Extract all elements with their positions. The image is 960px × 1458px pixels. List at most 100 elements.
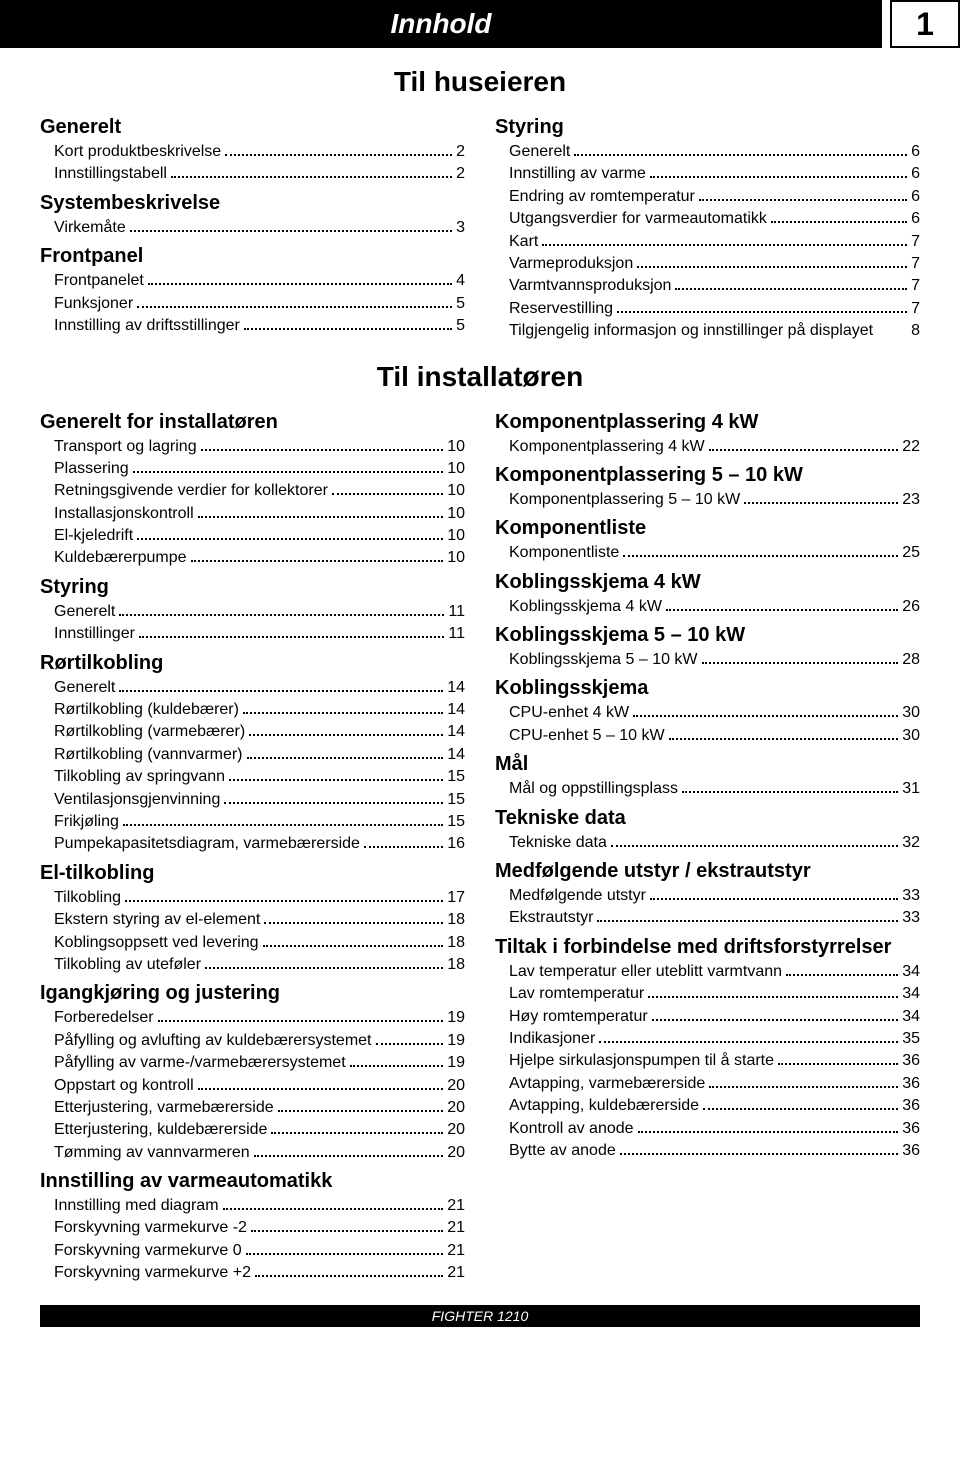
toc-entry-label: Avtapping, kuldebærerside (509, 1095, 699, 1117)
toc-entry: Pumpekapasitetsdiagram, varmebærerside 16 (54, 833, 465, 855)
toc-leader-dots (158, 1020, 444, 1022)
toc-leader-dots (786, 974, 898, 976)
toc-entry-page: 2 (456, 141, 465, 163)
toc-entry: Avtapping, varmebærerside36 (509, 1073, 920, 1095)
toc-entry-page: 36 (902, 1140, 920, 1162)
toc-entry-page: 21 (447, 1262, 465, 1284)
toc-leader-dots (350, 1065, 444, 1067)
toc-leader-dots (201, 449, 444, 451)
toc-entry-page: 31 (902, 778, 920, 800)
toc-entry-page: 14 (447, 744, 465, 766)
toc-entry-label: Generelt (509, 141, 570, 163)
toc-entry-page: 15 (447, 766, 465, 788)
toc-entry: Oppstart og kontroll20 (54, 1075, 465, 1097)
toc-content: Til huseierenGenereltKort produktbeskriv… (0, 66, 960, 1285)
toc-entry-label: Lav romtemperatur (509, 983, 644, 1005)
toc-entry-label: Komponentplassering 4 kW (509, 436, 705, 458)
toc-entry: El-kjeledrift10 (54, 525, 465, 547)
toc-leader-dots (599, 1041, 898, 1043)
toc-entry-label: Reservestilling (509, 298, 613, 320)
toc-entry-label: Kuldebærerpumpe (54, 547, 187, 569)
toc-leader-dots (638, 1131, 899, 1133)
toc-entry-page: 8 (907, 320, 920, 342)
toc-group-title: Koblingsskjema 4 kW (495, 571, 920, 594)
toc-entry: Varmtvannsproduksjon7 (509, 275, 920, 297)
toc-entry: Komponentplassering 4 kW 22 (509, 436, 920, 458)
toc-entry-label: Forskyvning varmekurve +2 (54, 1262, 251, 1284)
toc-entry-label: Tilgjengelig informasjon og innstillinge… (509, 320, 907, 342)
toc-entry-label: Tømming av vannvarmeren (54, 1142, 250, 1164)
toc-entry: Påfylling og avlufting av kuldebærersyst… (54, 1030, 465, 1052)
toc-entry-label: Oppstart og kontroll (54, 1075, 194, 1097)
toc-entry: Mål og oppstillingsplass31 (509, 778, 920, 800)
toc-entry-label: Varmeproduksjon (509, 253, 633, 275)
toc-entry-page: 17 (447, 887, 465, 909)
toc-entry-page: 11 (448, 623, 465, 645)
toc-entry-page: 33 (902, 907, 920, 929)
toc-entry-label: Plassering (54, 458, 129, 480)
toc-entry-label: CPU-enhet 5 – 10 kW (509, 725, 665, 747)
toc-group-title: Frontpanel (40, 245, 465, 268)
toc-entry-label: Ventilasjonsgjenvinning (54, 789, 220, 811)
toc-entry-page: 2 (456, 163, 465, 185)
toc-entry-page: 22 (902, 436, 920, 458)
toc-entry: Påfylling av varme-/varmebærersystemet19 (54, 1052, 465, 1074)
toc-entry: Installasjonskontroll10 (54, 503, 465, 525)
toc-entry: Reservestilling 7 (509, 298, 920, 320)
toc-leader-dots (675, 288, 907, 290)
toc-entry: Generelt14 (54, 677, 465, 699)
toc-entry-page: 25 (902, 542, 920, 564)
toc-entry: Plassering10 (54, 458, 465, 480)
toc-entry-label: Koblingsoppsett ved levering (54, 932, 259, 954)
toc-leader-dots (148, 283, 452, 285)
toc-leader-dots (709, 1086, 898, 1088)
toc-entry-page: 35 (902, 1028, 920, 1050)
toc-entry-label: Forskyvning varmekurve 0 (54, 1240, 242, 1262)
toc-leader-dots (620, 1153, 898, 1155)
toc-leader-dots (332, 493, 443, 495)
section-title: Til installatøren (0, 361, 960, 393)
toc-entry-label: Koblingsskjema 4 kW (509, 596, 662, 618)
toc-leader-dots (137, 538, 443, 540)
toc-entry: Generelt 6 (509, 141, 920, 163)
toc-entry-label: Innstillinger (54, 623, 135, 645)
toc-entry-page: 10 (447, 480, 465, 502)
toc-group-title: Rørtilkobling (40, 652, 465, 675)
toc-leader-dots (205, 967, 443, 969)
toc-leader-dots (611, 845, 898, 847)
toc-entry: Bytte av anode36 (509, 1140, 920, 1162)
toc-leader-dots (198, 1088, 444, 1090)
toc-entry: Forskyvning varmekurve 021 (54, 1240, 465, 1262)
toc-entry-page: 16 (447, 833, 465, 855)
toc-entry-label: Komponentplassering 5 – 10 kW (509, 489, 740, 511)
toc-columns: GenereltKort produktbeskrivelse2Innstill… (0, 110, 960, 343)
toc-leader-dots (133, 471, 444, 473)
toc-group-title: Innstilling av varmeautomatikk (40, 1170, 465, 1193)
toc-entry-page: 30 (902, 702, 920, 724)
toc-entry-label: Varmtvannsproduksjon (509, 275, 671, 297)
toc-entry-page: 6 (911, 141, 920, 163)
toc-entry-label: Rørtilkobling (kuldebærer) (54, 699, 239, 721)
toc-leader-dots (171, 176, 452, 178)
toc-entry-label: Komponentliste (509, 542, 619, 564)
toc-leader-dots (125, 900, 443, 902)
toc-entry-label: Indikasjoner (509, 1028, 595, 1050)
toc-entry-label: Kart (509, 231, 538, 253)
toc-leader-dots (247, 757, 444, 759)
toc-entry-label: Installasjonskontroll (54, 503, 194, 525)
toc-entry-page: 36 (902, 1095, 920, 1117)
toc-leader-dots (699, 199, 907, 201)
toc-entry-page: 20 (447, 1142, 465, 1164)
toc-entry-label: Pumpekapasitetsdiagram, varmebærerside (54, 833, 360, 855)
toc-entry: Lav temperatur eller uteblitt varmtvann3… (509, 961, 920, 983)
toc-entry-label: Forskyvning varmekurve -2 (54, 1217, 247, 1239)
toc-entry: Innstillingstabell 2 (54, 163, 465, 185)
toc-leader-dots (119, 690, 443, 692)
toc-leader-dots (224, 802, 443, 804)
toc-leader-dots (650, 898, 898, 900)
toc-entry-label: Rørtilkobling (varmebærer) (54, 721, 245, 743)
toc-leader-dots (542, 244, 907, 246)
toc-entry-page: 6 (911, 186, 920, 208)
toc-entry-page: 7 (911, 298, 920, 320)
toc-entry-label: Innstillingstabell (54, 163, 167, 185)
